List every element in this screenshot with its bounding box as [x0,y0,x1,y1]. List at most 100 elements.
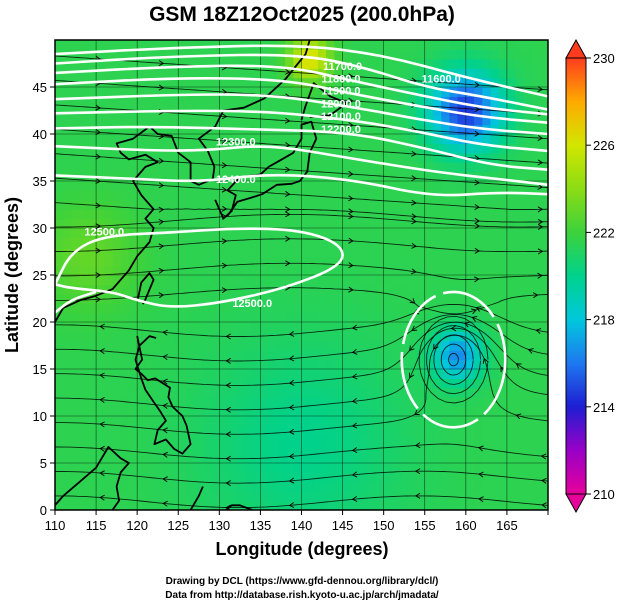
streamline-arrow [482,357,489,364]
heat-cell [383,87,393,97]
heat-cell [334,181,344,191]
heat-cell [408,359,418,370]
heat-cell [71,105,81,116]
heat-cell [87,152,97,163]
heat-cell [219,397,229,408]
heat-cell [523,434,533,445]
heat-cell [449,209,459,220]
heat-cell [87,265,97,276]
heat-cell [260,105,270,116]
heat-cell [285,228,294,238]
heat-cell [326,369,335,379]
credit-data: Data from http://database.rish.kyoto-u.a… [165,590,439,601]
heat-cell [482,162,492,173]
heat-cell [268,463,278,473]
streamline-arrow [541,477,547,484]
heat-cell [260,472,270,483]
heat-cell [490,500,500,510]
heat-cell [178,256,188,267]
heat-cell [268,481,278,492]
heat-cell [268,77,278,88]
heat-cell [400,463,409,473]
heat-cell [375,481,385,492]
heat-cell [243,340,253,351]
heat-cell [128,199,138,210]
heat-cell [482,472,492,483]
heat-cell [523,58,533,69]
vortex-contour [400,290,507,429]
heat-cell [531,49,541,60]
streamline-arrow [285,206,291,213]
heat-cell [120,228,130,238]
heat-cell [375,406,385,417]
heat-cell [104,500,114,510]
heat-cell [170,416,179,426]
heat-cell [104,218,114,229]
contour-line [55,64,548,116]
streamline [55,495,548,509]
heat-cell [432,237,442,248]
x-tick-label: 160 [455,518,477,533]
heat-cell [441,124,450,135]
heat-cell [326,77,335,88]
heat-cell [342,275,352,285]
heat-cell [202,77,212,88]
heat-cell [441,453,450,464]
heat-cell [285,152,294,163]
heat-cell [490,359,500,370]
heat-cell [235,406,245,417]
heat-cell [317,105,327,116]
heat-cell [104,181,114,191]
x-tick-label: 110 [45,518,66,533]
heat-cell [400,303,409,314]
heat-cell [375,387,385,398]
heat-cell [416,322,426,332]
heat-cell [498,49,508,60]
heat-cell [252,237,262,248]
heat-cell [79,331,89,342]
heat-cell [153,199,163,210]
heat-cell [391,444,401,455]
heat-cell [128,275,138,285]
heat-cell [457,453,467,464]
heat-cell [235,181,245,191]
heat-cell [465,500,475,510]
heat-cell [235,87,245,97]
heat-cell [96,190,105,201]
heat-cell [506,312,516,323]
heat-cell [96,218,105,229]
heat-cell [457,275,467,285]
heat-cell [153,134,163,144]
heat-cell [359,425,368,436]
heat-cell [219,350,229,361]
heat-cell [55,397,64,408]
heat-cell [523,472,533,483]
heat-cell [375,40,385,50]
heat-cell [359,416,368,426]
heat-cell [268,275,278,285]
heat-cell [276,340,286,351]
heat-cell [211,463,220,473]
heat-cell [96,275,105,285]
heat-cell [342,256,352,267]
heat-cell [170,359,179,370]
heat-cell [63,322,73,332]
heat-cell [539,228,548,238]
heat-cell [465,491,475,502]
heat-cell [186,331,196,342]
heat-cell [515,228,524,238]
heat-cell [350,228,360,238]
heat-cell [145,397,155,408]
heat-cell [276,444,286,455]
heat-cell [161,359,171,370]
heat-cell [87,500,97,510]
heat-cell [441,406,450,417]
heat-cell [441,369,450,379]
heat-cell [293,152,303,163]
heat-cell [391,256,401,267]
heat-cell [211,209,220,220]
heat-cell [276,68,286,79]
heat-cell [202,453,212,464]
heat-cell [342,171,352,182]
heat-cell [71,416,81,426]
